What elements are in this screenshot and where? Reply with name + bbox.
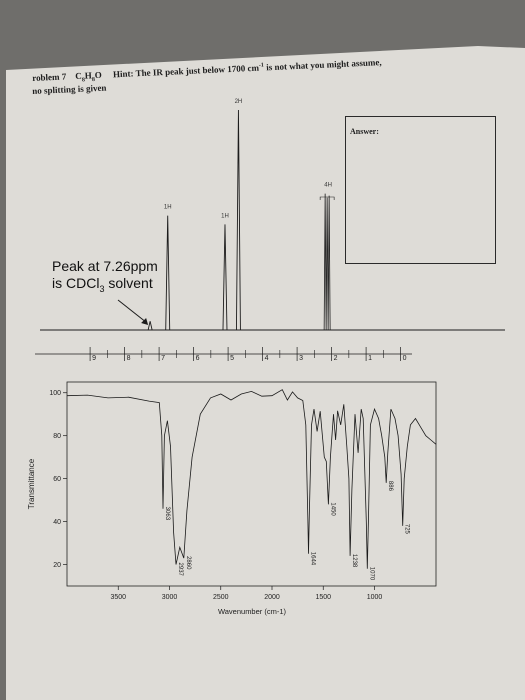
ir-peak-label: 1450 xyxy=(329,502,335,516)
nmr-tick-label: 5 xyxy=(230,355,234,362)
ir-peak-labels: 3063 2937 2860 1644 1450 1238 1070 886 725 xyxy=(164,481,410,581)
ir-y-label: Transmittance xyxy=(27,458,36,509)
ir-y-tick-label: 20 xyxy=(53,562,61,569)
nmr-peak xyxy=(147,321,153,331)
nmr-tick-label: 9 xyxy=(92,355,96,362)
ir-peak-label: 1070 xyxy=(368,567,374,581)
nmr-peak xyxy=(165,215,171,331)
ir-x-tick-label: 1000 xyxy=(367,594,383,601)
answer-box[interactable]: Answer: xyxy=(345,116,496,264)
ir-y-tick-label: 80 xyxy=(53,433,61,440)
nmr-integration-label: 4H xyxy=(324,183,332,189)
nmr-peak xyxy=(235,109,241,331)
ir-x-label: Wavenumber (cm-1) xyxy=(218,607,287,616)
nmr-tick-label: 4 xyxy=(265,355,269,362)
ir-y-axis: 20 40 60 80 100 xyxy=(49,390,67,569)
ir-peak-label: 725 xyxy=(404,524,410,535)
nmr-integration-label: 2H xyxy=(235,99,243,105)
solvent-arrow xyxy=(117,299,148,324)
paper-sheet xyxy=(6,46,525,700)
nmr-tick-label: 3 xyxy=(299,355,303,362)
ir-x-tick-label: 2000 xyxy=(264,594,280,601)
ir-y-tick-label: 100 xyxy=(49,390,61,397)
ir-peak-label: 1644 xyxy=(309,552,315,566)
ir-peak-label: 886 xyxy=(387,481,393,492)
ir-y-tick-label: 60 xyxy=(53,476,61,483)
bracket-shape xyxy=(319,196,335,200)
ir-peak-label: 2937 xyxy=(177,563,183,577)
nmr-tick-label: 8 xyxy=(127,355,131,362)
nmr-tick-label: 6 xyxy=(196,355,200,362)
nmr-tick-label: 1 xyxy=(368,355,372,362)
ir-x-tick-label: 1500 xyxy=(315,594,331,601)
answer-label: Answer: xyxy=(350,127,379,136)
solvent-arrowhead xyxy=(141,318,149,325)
ir-x-tick-label: 2500 xyxy=(213,594,229,601)
ir-peak-label: 2860 xyxy=(185,556,191,570)
ir-y-tick-label: 40 xyxy=(53,519,61,526)
nmr-integration-label: 1H xyxy=(221,213,229,219)
ir-peak-label: 1238 xyxy=(351,554,357,568)
nmr-integration-label: 1H xyxy=(164,205,172,211)
nmr-peaks: 1H 1H 2H 4H xyxy=(40,99,505,331)
ir-trace xyxy=(66,389,437,569)
nmr-tick-label: 2 xyxy=(334,355,338,362)
integration-bracket xyxy=(117,196,335,325)
ir-x-tick-label: 3000 xyxy=(162,594,178,601)
nmr-peak xyxy=(222,224,228,331)
ir-peak-label: 3063 xyxy=(164,507,170,521)
ir-x-axis: 3500 3000 2500 2000 1500 1000 xyxy=(110,586,382,601)
solvent-note-line1: Peak at 7.26ppm xyxy=(52,258,158,274)
nmr-axis: 9 8 7 6 5 4 3 2 1 0 xyxy=(35,347,412,362)
ir-x-tick-label: 3500 xyxy=(110,594,126,601)
solvent-note-line2: is CDCl3 solvent xyxy=(52,275,153,294)
nmr-tick-label: 7 xyxy=(161,355,165,362)
nmr-tick-label: 0 xyxy=(403,355,407,362)
nmr-peak xyxy=(323,193,331,331)
ir-plot-frame xyxy=(66,381,437,587)
